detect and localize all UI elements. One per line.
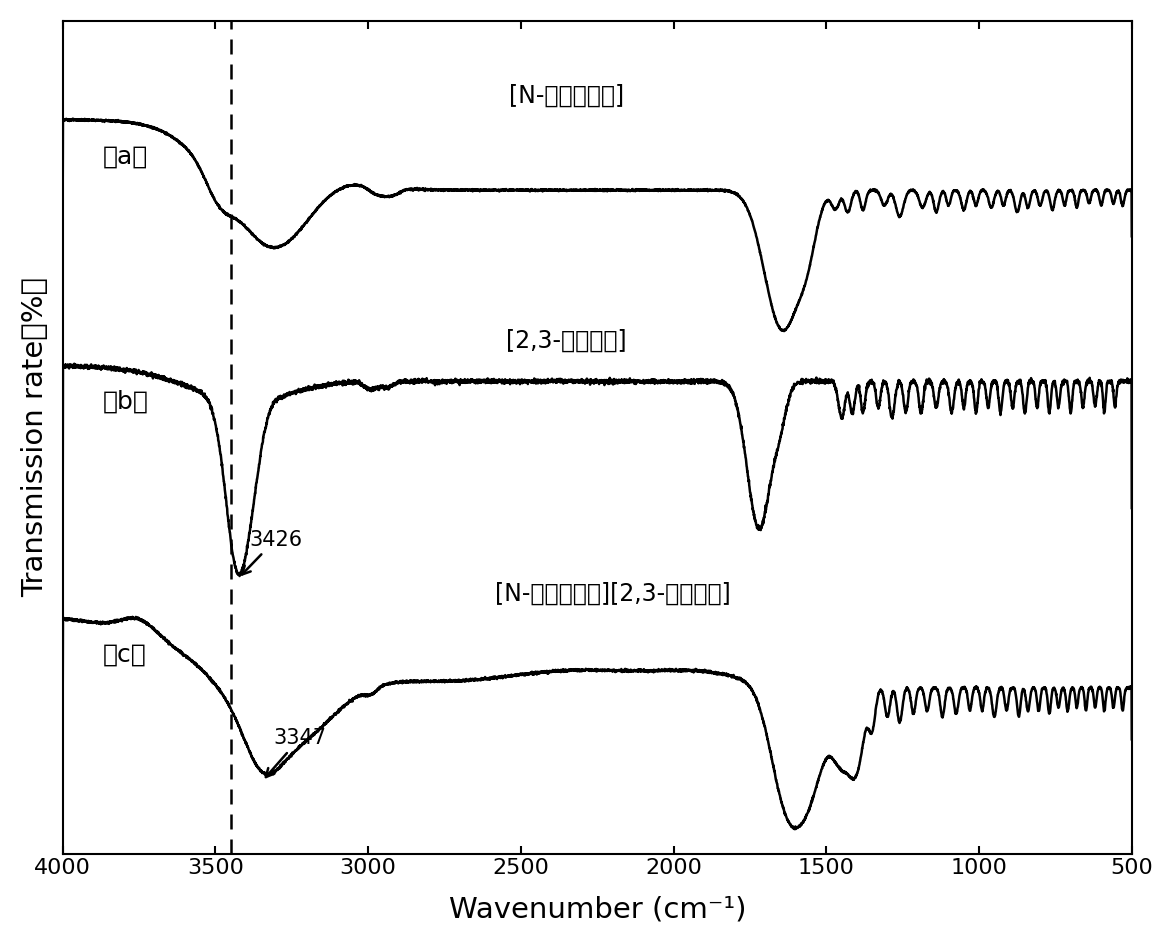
Text: [N-甲基乙酰胺][2,3-二渴丙酸]: [N-甲基乙酰胺][2,3-二渴丙酸] <box>494 582 730 606</box>
Text: 3426: 3426 <box>242 530 302 575</box>
Text: （a）: （a） <box>102 145 148 169</box>
Text: （b）: （b） <box>102 390 148 414</box>
Y-axis label: Transmission rate（%）: Transmission rate（%） <box>21 278 49 598</box>
Text: 3347: 3347 <box>265 728 326 777</box>
Text: [2,3-二渴丙酸]: [2,3-二渴丙酸] <box>506 329 627 353</box>
Text: （c）: （c） <box>102 643 147 667</box>
Text: [N-甲基乙酰胺]: [N-甲基乙酰胺] <box>510 84 625 109</box>
X-axis label: Wavenumber (cm⁻¹): Wavenumber (cm⁻¹) <box>448 895 745 923</box>
